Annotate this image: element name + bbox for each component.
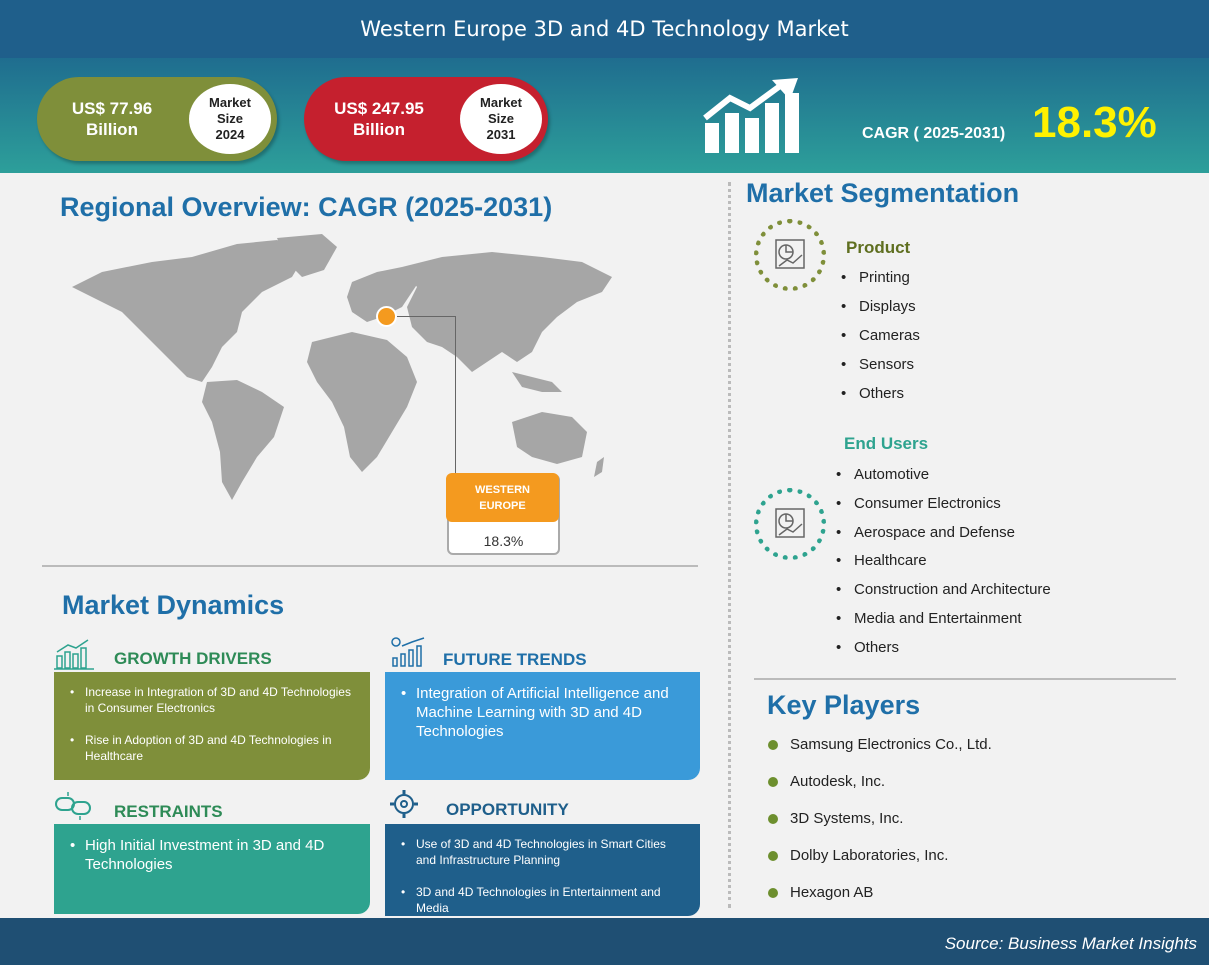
region-name-l2: EUROPE xyxy=(479,499,526,512)
restraints-box: High Initial Investment in 3D and 4D Tec… xyxy=(54,824,370,914)
market-segmentation-title: Market Segmentation xyxy=(746,178,1020,208)
trend-icon xyxy=(391,637,425,667)
product-heading: Product xyxy=(846,238,911,257)
list-item: Hexagon AB xyxy=(768,884,992,921)
list-item: Cameras xyxy=(837,321,920,350)
page-title: Western Europe 3D and 4D Technology Mark… xyxy=(360,17,849,41)
opportunity-box: Use of 3D and 4D Technologies in Smart C… xyxy=(385,824,700,916)
key-player-name: Hexagon AB xyxy=(790,884,874,901)
value-2031: US$ 247.95 xyxy=(334,99,424,118)
title-bar: Western Europe 3D and 4D Technology Mark… xyxy=(0,0,1209,58)
list-item: Sensors xyxy=(837,350,920,379)
list-item: Automotive xyxy=(832,461,1051,490)
region-cagr: 18.3% xyxy=(483,533,524,549)
list-item: Others xyxy=(832,634,1051,663)
list-item: Others xyxy=(837,379,920,408)
footer: Source: Business Market Insights xyxy=(0,918,1209,965)
list-item: Increase in Integration of 3D and 4D Tec… xyxy=(68,684,356,716)
bar-chart-icon xyxy=(54,639,94,670)
future-trends-heading: FUTURE TRENDS xyxy=(443,650,587,669)
product-list: Printing Displays Cameras Sensors Others xyxy=(837,263,920,408)
bullet-icon xyxy=(768,814,778,824)
list-item: Healthcare xyxy=(832,547,1051,576)
list-item: Printing xyxy=(837,263,920,292)
list-item: Rise in Adoption of 3D and 4D Technologi… xyxy=(68,732,356,764)
restraints-heading: RESTRAINTS xyxy=(114,802,223,821)
market-dynamics-title: Market Dynamics xyxy=(62,590,285,620)
key-player-name: Dolby Laboratories, Inc. xyxy=(790,847,949,864)
section-divider xyxy=(42,565,698,567)
label-2024-year: 2024 xyxy=(215,127,245,142)
section-divider xyxy=(754,678,1176,680)
unit-2031: Billion xyxy=(353,120,405,139)
western-europe-marker xyxy=(376,306,397,327)
bullet-icon xyxy=(768,740,778,750)
region-card: WESTERN EUROPE 18.3% xyxy=(446,473,560,555)
list-item: 3D Systems, Inc. xyxy=(768,810,992,847)
list-item: Media and Entertainment xyxy=(832,605,1051,634)
region-name: WESTERN EUROPE xyxy=(446,473,559,522)
map-connector-vertical xyxy=(455,316,456,474)
label-2031-year: 2031 xyxy=(486,127,516,142)
market-size-2031-value: US$ 247.95 Billion xyxy=(304,98,454,140)
growth-chart-icon xyxy=(703,78,799,153)
list-item: Construction and Architecture xyxy=(832,576,1051,605)
end-users-list: Automotive Consumer Electronics Aerospac… xyxy=(832,461,1051,663)
chain-link-icon xyxy=(55,792,91,820)
list-item: Displays xyxy=(837,292,920,321)
map-connector xyxy=(395,316,456,317)
gear-icon xyxy=(390,790,418,818)
opportunity-heading: OPPORTUNITY xyxy=(446,800,569,819)
end-users-heading: End Users xyxy=(844,434,929,453)
column-divider xyxy=(728,182,731,908)
region-name-l1: WESTERN xyxy=(475,483,530,496)
bullet-icon xyxy=(768,888,778,898)
cagr-value: 18.3% xyxy=(1032,98,1157,147)
growth-drivers-heading: GROWTH DRIVERS xyxy=(114,649,272,668)
label-2024-l1: Market xyxy=(209,95,251,110)
list-item: Aerospace and Defense xyxy=(832,519,1051,548)
key-player-name: 3D Systems, Inc. xyxy=(790,810,904,827)
market-size-2024-label: Market Size 2024 xyxy=(189,84,271,154)
list-item: Use of 3D and 4D Technologies in Smart C… xyxy=(399,836,686,868)
end-users-ring xyxy=(754,488,826,560)
market-size-2024-pill: US$ 77.96 Billion Market Size 2024 xyxy=(37,77,277,161)
bullet-icon xyxy=(768,851,778,861)
source-text: Source: Business Market Insights xyxy=(944,934,1197,953)
pie-chart-icon xyxy=(775,508,805,538)
future-trends-box: Integration of Artificial Intelligence a… xyxy=(385,672,700,780)
market-size-2024-value: US$ 77.96 Billion xyxy=(37,98,187,140)
list-item: Consumer Electronics xyxy=(832,490,1051,519)
growth-drivers-box: Increase in Integration of 3D and 4D Tec… xyxy=(54,672,370,780)
unit-2024: Billion xyxy=(86,120,138,139)
list-item: 3D and 4D Technologies in Entertainment … xyxy=(399,884,686,916)
bullet-icon xyxy=(768,777,778,787)
key-players-list: Samsung Electronics Co., Ltd. Autodesk, … xyxy=(768,736,992,921)
value-2024: US$ 77.96 xyxy=(71,99,153,118)
market-size-2031-label: Market Size 2031 xyxy=(460,84,542,154)
product-ring xyxy=(754,219,826,291)
pie-chart-icon xyxy=(775,239,805,269)
list-item: Samsung Electronics Co., Ltd. xyxy=(768,736,992,773)
label-2024-l2: Size xyxy=(216,111,243,126)
key-player-name: Samsung Electronics Co., Ltd. xyxy=(790,736,992,753)
world-map xyxy=(72,234,612,500)
key-player-name: Autodesk, Inc. xyxy=(790,773,886,790)
market-size-2031-pill: US$ 247.95 Billion Market Size 2031 xyxy=(304,77,548,161)
list-item: Autodesk, Inc. xyxy=(768,773,992,810)
list-item: High Initial Investment in 3D and 4D Tec… xyxy=(68,836,356,874)
regional-overview-title: Regional Overview: CAGR (2025-2031) xyxy=(60,192,553,222)
label-2031-l2: Size xyxy=(487,111,514,126)
label-2031-l1: Market xyxy=(480,95,522,110)
cagr-label: CAGR ( 2025-2031) xyxy=(862,125,1006,142)
list-item: Integration of Artificial Intelligence a… xyxy=(399,684,686,741)
key-players-title: Key Players xyxy=(767,690,921,720)
list-item: Dolby Laboratories, Inc. xyxy=(768,847,992,884)
